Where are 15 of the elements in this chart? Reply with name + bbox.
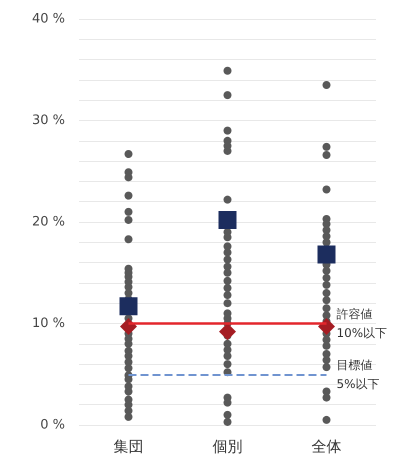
point (219, 323, 236, 340)
x-tick-label: 個別 (212, 438, 242, 456)
y-tick-label: 30 % (32, 113, 65, 128)
y-tick-label: 20 % (32, 214, 65, 230)
point (120, 297, 138, 316)
y-tick-label: 0 % (40, 418, 65, 432)
x-tick-label: 集団 (114, 438, 144, 456)
x-tick-label: 全体 (312, 438, 342, 456)
point (318, 245, 336, 264)
ref-line-label: 許容値 10%以下 (336, 307, 388, 340)
ref-line-label: 目標値 5%以下 (336, 358, 380, 391)
y-tick-label: 40 % (32, 12, 65, 26)
point (218, 210, 236, 229)
point (120, 318, 137, 336)
y-tick-label: 10 % (32, 316, 65, 331)
